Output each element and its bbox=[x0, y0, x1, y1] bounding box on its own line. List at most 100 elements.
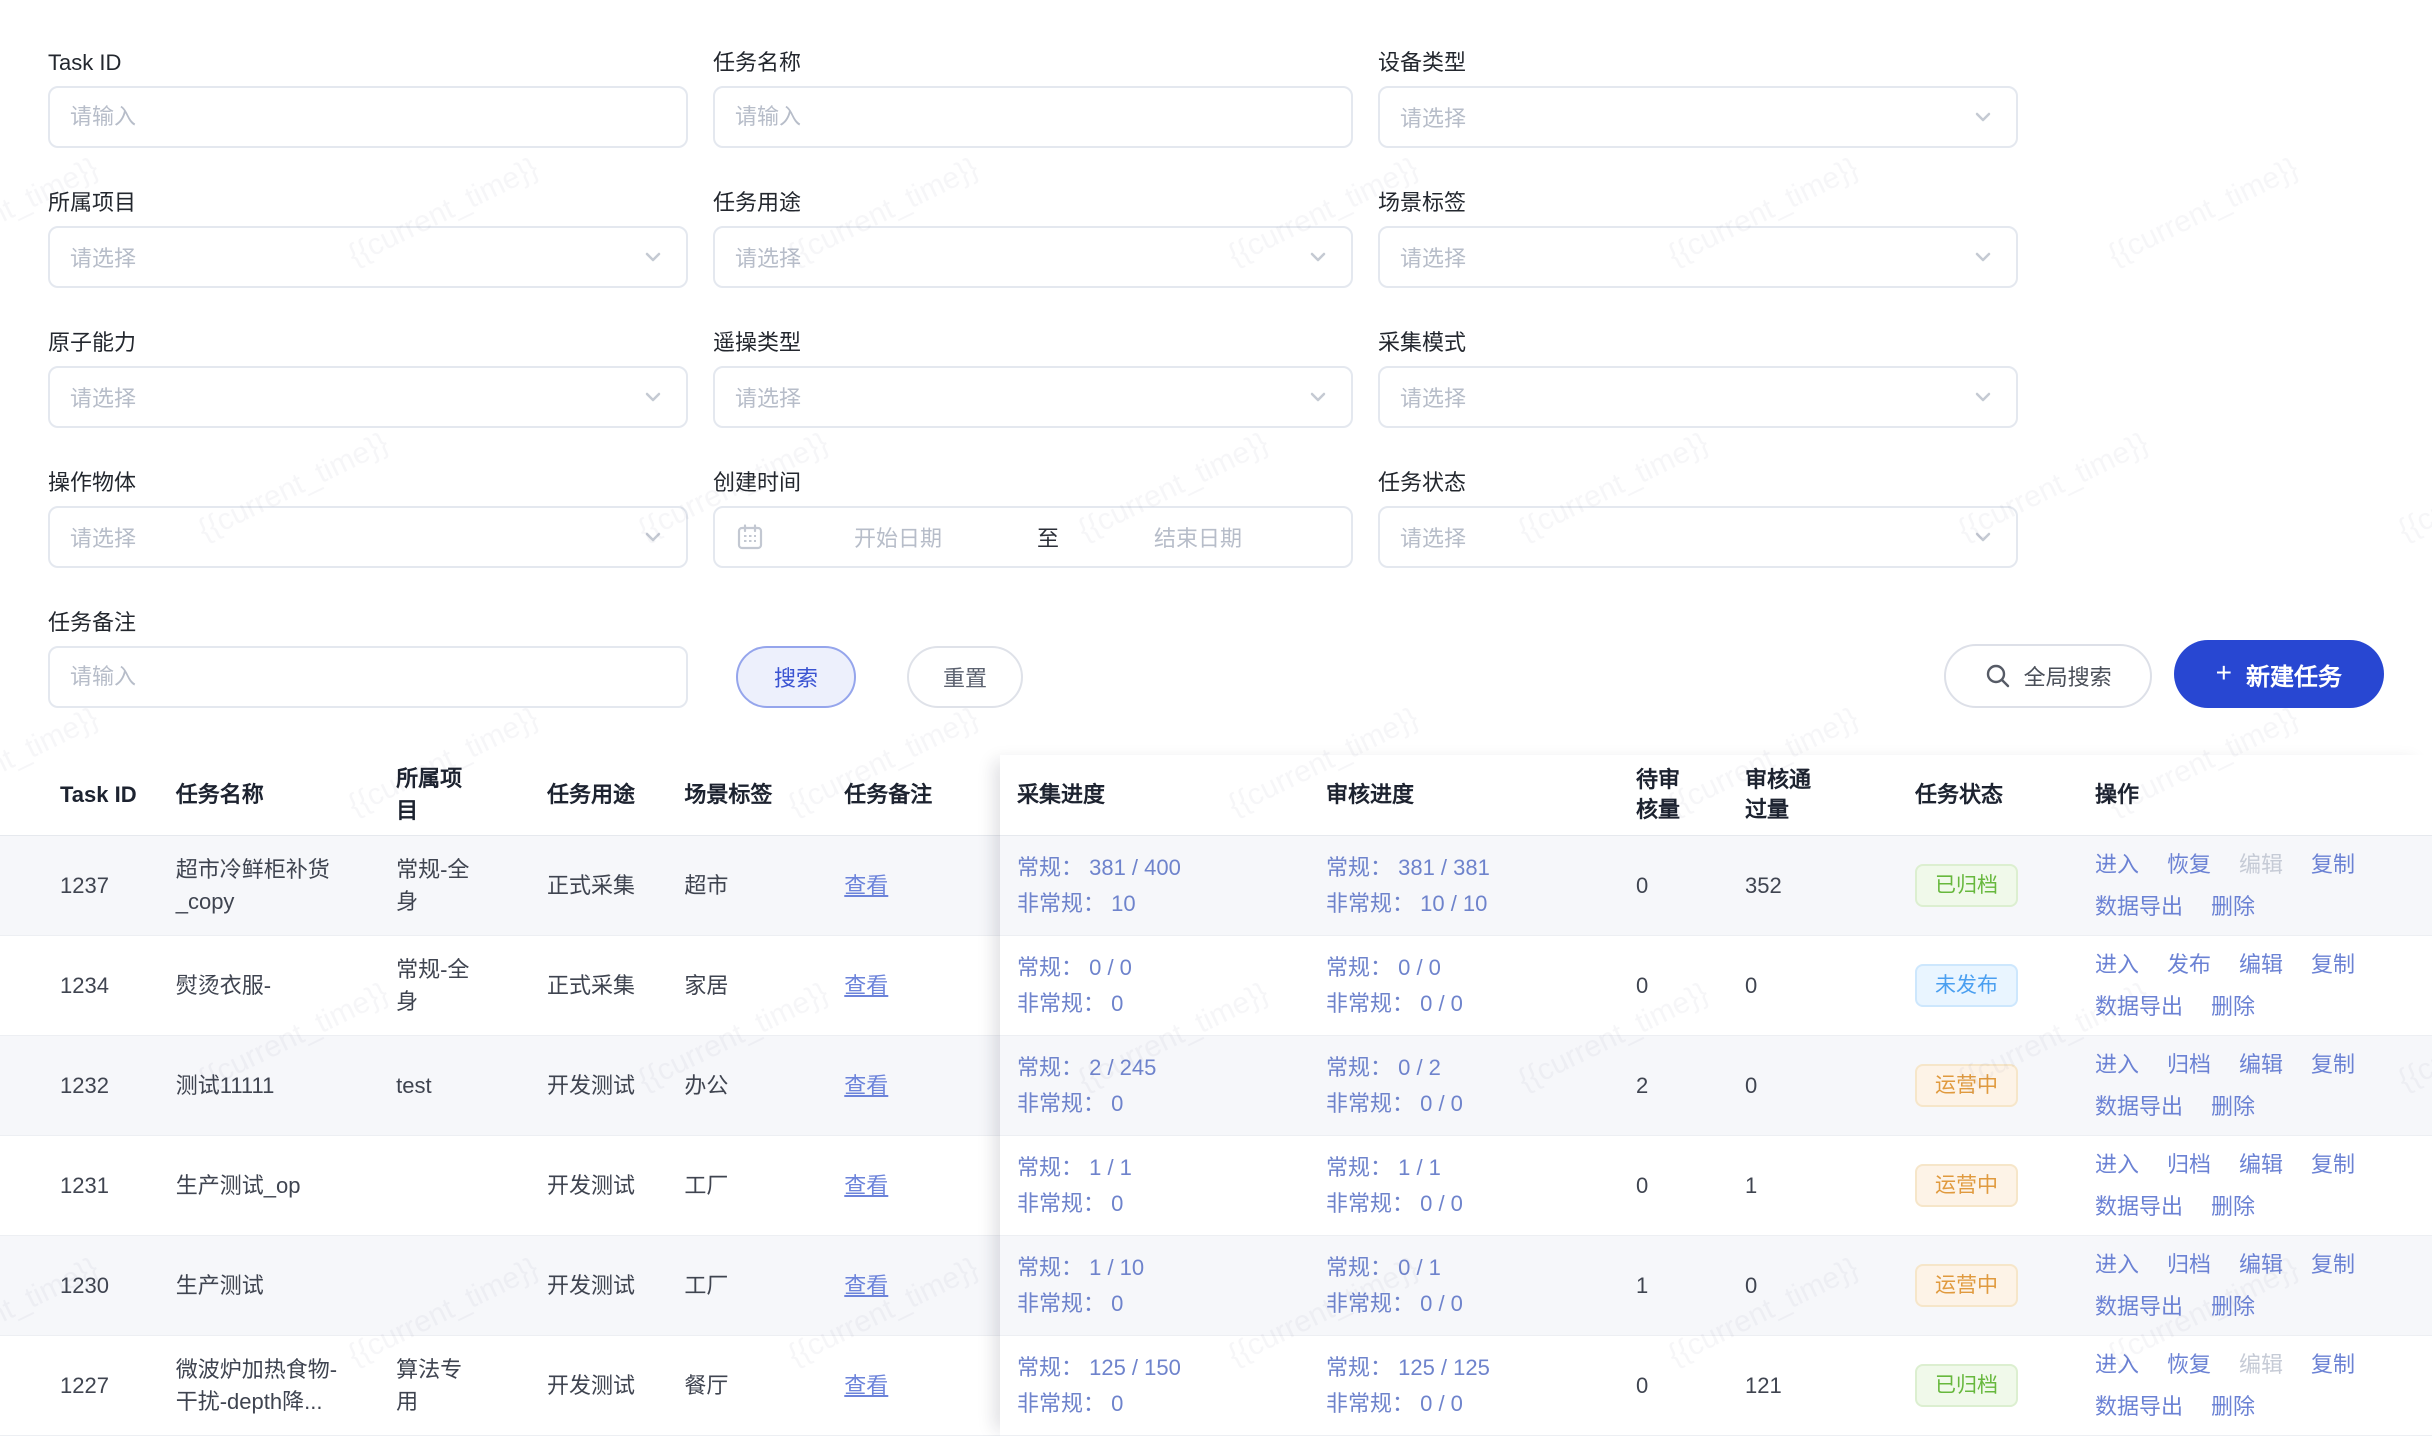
collect-irregular: 非常规： 0 bbox=[1017, 1190, 1124, 1216]
project-select[interactable]: 请选择 bbox=[48, 226, 688, 288]
action-link[interactable]: 归档 bbox=[2167, 1151, 2212, 1177]
collect-progress-cell: 常规： 125 / 150 非常规： 0 bbox=[1017, 1350, 1326, 1422]
review-progress-cell: 常规： 125 / 125 非常规： 0 / 0 bbox=[1326, 1350, 1636, 1422]
collect-progress-cell: 常规： 1 / 10 非常规： 0 bbox=[1017, 1250, 1326, 1322]
chevron-down-icon bbox=[1975, 392, 1991, 402]
action-link[interactable]: 删除 bbox=[2211, 1193, 2256, 1219]
action-link[interactable]: 删除 bbox=[2211, 893, 2256, 919]
action-link[interactable]: 编辑 bbox=[2239, 1151, 2284, 1177]
view-remark-link[interactable]: 查看 bbox=[844, 1372, 889, 1398]
device-type-select[interactable]: 请选择 bbox=[1378, 86, 2018, 148]
collect-regular: 常规： 1 / 10 bbox=[1017, 1254, 1145, 1280]
task-name-input[interactable] bbox=[735, 104, 1331, 130]
view-remark-link[interactable]: 查看 bbox=[844, 872, 889, 898]
action-link[interactable]: 删除 bbox=[2211, 993, 2256, 1019]
filter-field-task-id: Task ID bbox=[48, 50, 688, 148]
column-header-remark: 任务备注 bbox=[824, 779, 1000, 811]
plus-icon: + bbox=[2215, 657, 2232, 688]
action-link[interactable]: 进入 bbox=[2095, 1051, 2140, 1077]
new-task-button[interactable]: + 新建任务 bbox=[2173, 640, 2384, 708]
reset-button[interactable]: 重置 bbox=[907, 646, 1023, 708]
action-link[interactable]: 复制 bbox=[2311, 1251, 2356, 1277]
status-badge: 运营中 bbox=[1915, 1164, 2018, 1207]
global-search-button[interactable]: 全局搜索 bbox=[1943, 644, 2152, 708]
action-link[interactable]: 数据导出 bbox=[2095, 893, 2184, 919]
search-button[interactable]: 搜索 bbox=[736, 646, 856, 708]
action-link[interactable]: 复制 bbox=[2311, 1351, 2356, 1377]
collect-mode-select[interactable]: 请选择 bbox=[1378, 366, 2018, 428]
action-link[interactable]: 复制 bbox=[2311, 1151, 2356, 1177]
table-row: 1237 超市冷鲜柜补货_copy 常规-全身 正式采集 超市 查看 bbox=[0, 836, 1000, 936]
task-id-cell: 1231 bbox=[60, 1172, 109, 1198]
chevron-down-icon bbox=[645, 252, 661, 262]
column-header-label: 任务名称 bbox=[175, 782, 264, 807]
action-link[interactable]: 恢复 bbox=[2167, 1351, 2212, 1377]
purpose-cell: 正式采集 bbox=[546, 872, 635, 898]
search-icon bbox=[1986, 664, 2009, 688]
task-remark-input-wrap bbox=[48, 646, 688, 708]
remark-cell: 查看 bbox=[824, 1270, 1000, 1302]
action-link[interactable]: 数据导出 bbox=[2095, 1293, 2184, 1319]
action-link[interactable]: 进入 bbox=[2095, 851, 2140, 877]
action-link[interactable]: 进入 bbox=[2095, 951, 2140, 977]
review-regular: 常规： 0 / 1 bbox=[1326, 1254, 1441, 1280]
project-cell: test bbox=[396, 1072, 432, 1098]
column-header-status: 任务状态 bbox=[1915, 779, 2095, 811]
action-link[interactable]: 编辑 bbox=[2239, 1251, 2284, 1277]
actions-wrap: 进入 恢复 编辑 复制 数据导出 删除 bbox=[2095, 1348, 2392, 1424]
action-link[interactable]: 删除 bbox=[2211, 1093, 2256, 1119]
action-link[interactable]: 复制 bbox=[2311, 851, 2356, 877]
operate-object-select[interactable]: 请选择 bbox=[48, 506, 688, 568]
action-link[interactable]: 恢复 bbox=[2167, 851, 2212, 877]
task-id-input[interactable] bbox=[70, 104, 666, 130]
action-link[interactable]: 编辑 bbox=[2239, 1051, 2284, 1077]
view-remark-link[interactable]: 查看 bbox=[844, 1272, 889, 1298]
review-progress-cell: 常规： 0 / 1 非常规： 0 / 0 bbox=[1326, 1250, 1636, 1322]
filter-field-task-remark: 任务备注 bbox=[48, 610, 688, 708]
view-remark-link[interactable]: 查看 bbox=[844, 972, 889, 998]
atomic-ability-select[interactable]: 请选择 bbox=[48, 366, 688, 428]
action-link[interactable]: 归档 bbox=[2167, 1051, 2212, 1077]
action-link[interactable]: 编辑 bbox=[2239, 951, 2284, 977]
action-link[interactable]: 复制 bbox=[2311, 1051, 2356, 1077]
chevron-down-icon bbox=[645, 532, 661, 542]
scene-tag-select[interactable]: 请选择 bbox=[1378, 226, 2018, 288]
teleop-type-select[interactable]: 请选择 bbox=[713, 366, 1353, 428]
action-link[interactable]: 数据导出 bbox=[2095, 1193, 2184, 1219]
task-remark-input[interactable] bbox=[70, 664, 666, 690]
action-link[interactable]: 数据导出 bbox=[2095, 1393, 2184, 1419]
select-placeholder: 请选择 bbox=[735, 246, 802, 271]
chevron-down-icon bbox=[1975, 252, 1991, 262]
collect-regular: 常规： 125 / 150 bbox=[1017, 1354, 1181, 1380]
pending-count-cell: 2 bbox=[1636, 1072, 1649, 1098]
status-cell: 已归档 bbox=[1915, 1364, 2095, 1407]
view-remark-link[interactable]: 查看 bbox=[844, 1172, 889, 1198]
action-link[interactable]: 进入 bbox=[2095, 1351, 2140, 1377]
review-regular: 常规： 381 / 381 bbox=[1326, 854, 1490, 880]
action-link[interactable]: 删除 bbox=[2211, 1293, 2256, 1319]
action-link[interactable]: 进入 bbox=[2095, 1251, 2140, 1277]
collect-irregular: 非常规： 0 bbox=[1017, 1090, 1124, 1116]
action-link[interactable]: 复制 bbox=[2311, 951, 2356, 977]
chevron-down-icon bbox=[1310, 392, 1326, 402]
actions-wrap: 进入 发布 编辑 复制数据导出 删除 bbox=[2095, 948, 2392, 1024]
create-time-range-picker[interactable]: 开始日期 至 结束日期 bbox=[713, 506, 1353, 568]
purpose-cell: 正式采集 bbox=[546, 972, 635, 998]
action-link[interactable]: 进入 bbox=[2095, 1151, 2140, 1177]
project-cell: 常规-全身 bbox=[396, 956, 470, 1014]
action-link[interactable]: 删除 bbox=[2211, 1393, 2256, 1419]
action-link[interactable]: 数据导出 bbox=[2095, 993, 2184, 1019]
action-link[interactable]: 数据导出 bbox=[2095, 1093, 2184, 1119]
view-remark-link[interactable]: 查看 bbox=[844, 1072, 889, 1098]
task-status-select[interactable]: 请选择 bbox=[1378, 506, 2018, 568]
purpose-select[interactable]: 请选择 bbox=[713, 226, 1353, 288]
action-link[interactable]: 发布 bbox=[2167, 951, 2212, 977]
review-regular: 常规： 1 / 1 bbox=[1326, 1154, 1441, 1180]
action-link[interactable]: 归档 bbox=[2167, 1251, 2212, 1277]
task-id-cell: 1237 bbox=[60, 872, 109, 898]
select-placeholder: 请选择 bbox=[70, 386, 137, 411]
scene-cell: 超市 bbox=[684, 872, 729, 898]
column-header-label: 审核通过量 bbox=[1745, 766, 1812, 822]
filter-label: 所属项目 bbox=[48, 190, 137, 215]
column-header-label: 待审核量 bbox=[1636, 766, 1681, 822]
